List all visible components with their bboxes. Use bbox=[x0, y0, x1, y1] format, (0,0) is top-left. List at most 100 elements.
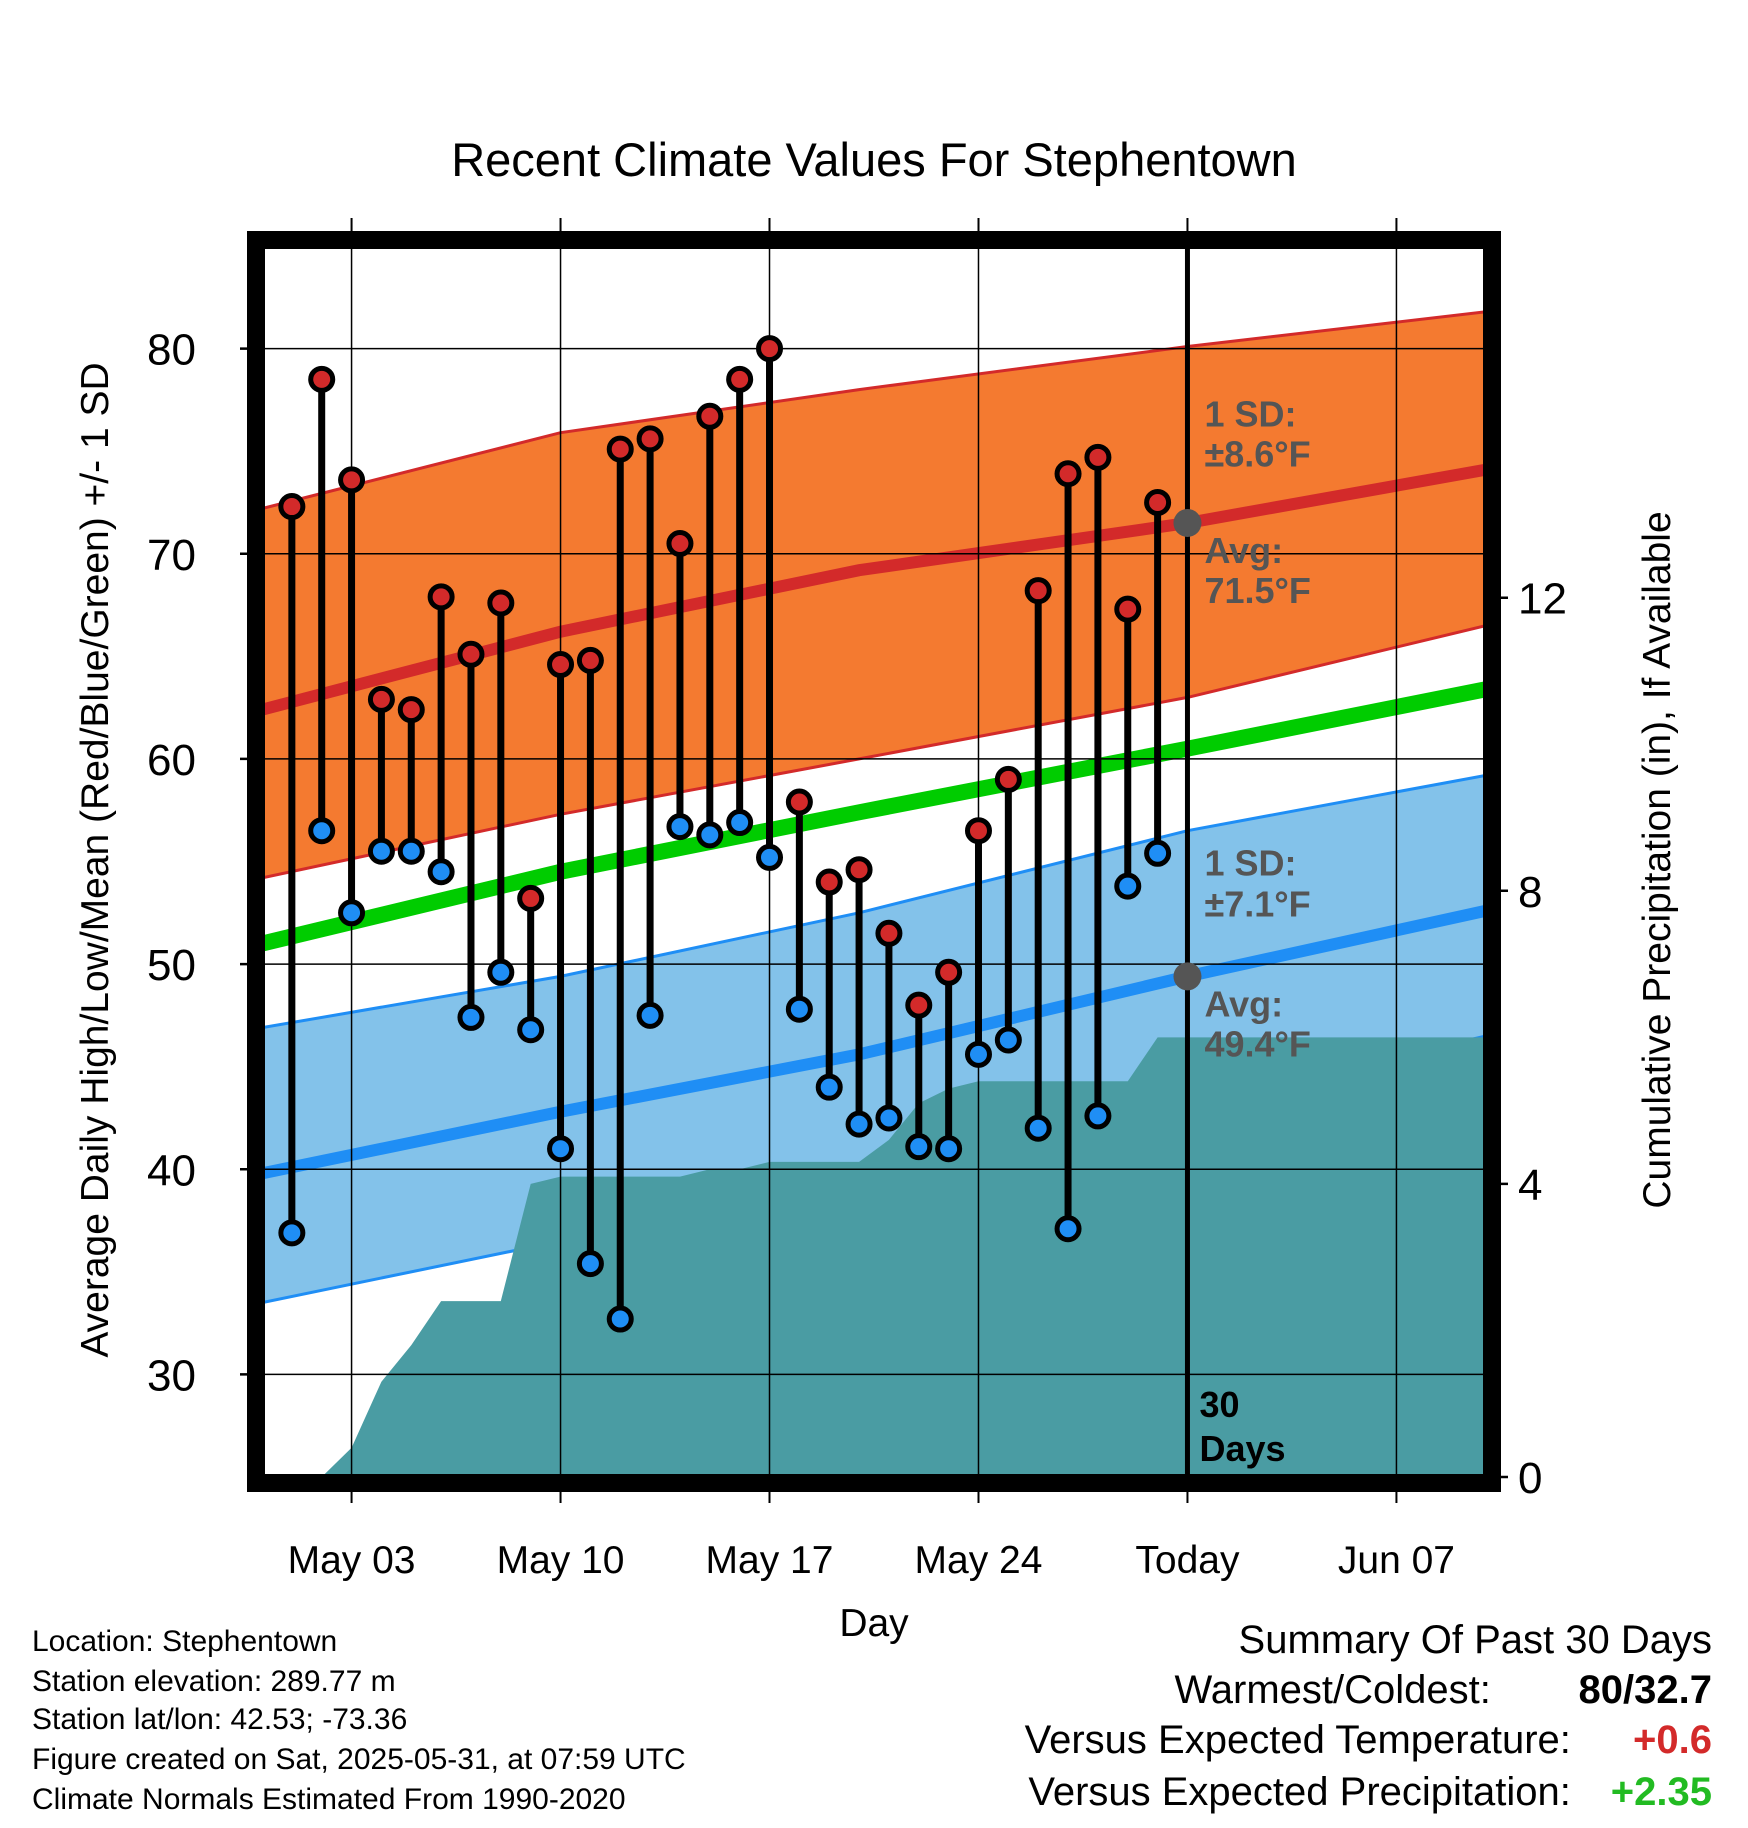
low-point bbox=[308, 817, 336, 845]
footer-created: Figure created on Sat, 2025-05-31, at 07… bbox=[32, 1743, 686, 1776]
low-point bbox=[964, 1040, 992, 1068]
high-point bbox=[487, 589, 515, 617]
high-point bbox=[845, 856, 873, 884]
high-sd-label: 1 SD: bbox=[1204, 394, 1296, 435]
plot-area bbox=[262, 246, 1486, 1477]
x-tick-label: Today bbox=[1135, 1539, 1240, 1582]
high-point bbox=[756, 335, 784, 363]
y2-tick-label: 8 bbox=[1518, 868, 1542, 917]
high-point bbox=[935, 958, 963, 986]
plot-frame bbox=[247, 231, 1501, 1492]
y-tick-label: 40 bbox=[147, 1146, 196, 1195]
summary-temp-value: +0.6 bbox=[1633, 1718, 1712, 1762]
low-point bbox=[427, 858, 455, 886]
high-point bbox=[1114, 595, 1142, 623]
low-avg-value: 49.4°F bbox=[1204, 1023, 1310, 1064]
chart-title: Recent Climate Values For Stephentown bbox=[451, 133, 1297, 186]
low-sd-band bbox=[262, 775, 1486, 1303]
low-point bbox=[487, 958, 515, 986]
low-point bbox=[1054, 1215, 1082, 1243]
x-tick-label: May 17 bbox=[706, 1539, 834, 1582]
high-sd-band bbox=[262, 311, 1486, 878]
high-point bbox=[726, 365, 754, 393]
summary-warmest-coldest-value: 80/32.7 bbox=[1578, 1668, 1712, 1712]
high-point bbox=[1084, 443, 1112, 471]
low-point bbox=[547, 1135, 575, 1163]
summary-temp-label: Versus Expected Temperature: bbox=[1024, 1718, 1571, 1762]
y2-tick-label: 4 bbox=[1518, 1161, 1542, 1210]
x-tick-label: May 24 bbox=[915, 1539, 1043, 1582]
high-point bbox=[517, 884, 545, 912]
low-sd-value: ±7.1°F bbox=[1204, 884, 1310, 925]
high-point bbox=[606, 435, 634, 463]
low-point bbox=[636, 1001, 664, 1029]
high-point bbox=[1144, 488, 1172, 516]
low-point bbox=[1024, 1114, 1052, 1142]
high-point bbox=[994, 765, 1022, 793]
high-sd-band-upper-edge bbox=[262, 310, 1486, 511]
axis-ticks: 30 40 50 60 70 80 0 4 8 12 May 03 May 10 May 17 May 2… bbox=[147, 218, 1567, 1582]
normal-mean-line bbox=[262, 681, 1486, 952]
high-point bbox=[397, 696, 425, 724]
high-point bbox=[696, 402, 724, 430]
high-point bbox=[964, 817, 992, 845]
low-point bbox=[457, 1003, 485, 1031]
low-point bbox=[935, 1135, 963, 1163]
footer-elevation: Station elevation: 289.77 m bbox=[32, 1665, 396, 1698]
high-avg-marker bbox=[1173, 508, 1202, 537]
today-days-label: 30 bbox=[1199, 1384, 1239, 1425]
high-point bbox=[367, 685, 395, 713]
high-point bbox=[308, 365, 336, 393]
y-tick-label: 60 bbox=[147, 736, 196, 785]
high-point bbox=[785, 788, 813, 816]
x-tick-label: May 03 bbox=[288, 1539, 416, 1582]
summary-warmest-coldest-label: Warmest/Coldest: bbox=[1174, 1668, 1491, 1712]
low-point bbox=[576, 1250, 604, 1278]
footer-normals: Climate Normals Estimated From 1990-2020 bbox=[32, 1783, 626, 1816]
summary-temp-row: Versus Expected Temperature: +0.6 bbox=[1025, 1718, 1712, 1763]
x-tick-label: Jun 07 bbox=[1338, 1539, 1455, 1582]
y-tick-label: 50 bbox=[147, 941, 196, 990]
high-point bbox=[1024, 577, 1052, 605]
low-point bbox=[905, 1133, 933, 1161]
high-point bbox=[905, 991, 933, 1019]
summary-warmest-coldest-row: Warmest/Coldest: 80/32.7 bbox=[1175, 1668, 1713, 1713]
high-sd-value: ±8.6°F bbox=[1204, 434, 1310, 475]
high-avg-value: 71.5°F bbox=[1204, 570, 1310, 611]
low-avg-label: Avg: bbox=[1204, 983, 1283, 1024]
low-point bbox=[994, 1026, 1022, 1054]
low-point bbox=[1144, 839, 1172, 867]
high-point bbox=[636, 425, 664, 453]
low-point bbox=[845, 1110, 873, 1138]
low-point bbox=[338, 899, 366, 927]
high-avg-label: Avg: bbox=[1204, 530, 1283, 571]
high-point bbox=[457, 640, 485, 668]
high-point bbox=[427, 583, 455, 611]
y2-axis-label: Cumulative Precipitation (in), If Availa… bbox=[1636, 511, 1679, 1208]
low-point bbox=[606, 1305, 634, 1333]
low-point bbox=[1084, 1102, 1112, 1130]
high-point bbox=[1054, 460, 1082, 488]
today-days-label: Days bbox=[1199, 1428, 1285, 1469]
low-point bbox=[726, 809, 754, 837]
low-sd-label: 1 SD: bbox=[1204, 843, 1296, 884]
y-tick-label: 80 bbox=[147, 326, 196, 375]
low-point bbox=[666, 813, 694, 841]
summary-precip-row: Versus Expected Precipitation: +2.35 bbox=[1028, 1770, 1712, 1815]
high-point bbox=[815, 868, 843, 896]
summary-precip-value: +2.35 bbox=[1610, 1770, 1712, 1814]
x-axis-label: Day bbox=[839, 1602, 909, 1645]
low-point bbox=[1114, 872, 1142, 900]
footer-latlon: Station lat/lon: 42.53; -73.36 bbox=[32, 1703, 408, 1736]
low-point bbox=[815, 1073, 843, 1101]
low-point bbox=[367, 837, 395, 865]
high-point bbox=[666, 529, 694, 557]
summary-title: Summary Of Past 30 Days bbox=[1238, 1618, 1712, 1662]
y-tick-label: 70 bbox=[147, 531, 196, 580]
summary-precip-label: Versus Expected Precipitation: bbox=[1028, 1770, 1571, 1814]
high-point bbox=[576, 646, 604, 674]
high-point bbox=[338, 466, 366, 494]
low-avg-marker bbox=[1173, 962, 1202, 991]
low-point bbox=[756, 843, 784, 871]
